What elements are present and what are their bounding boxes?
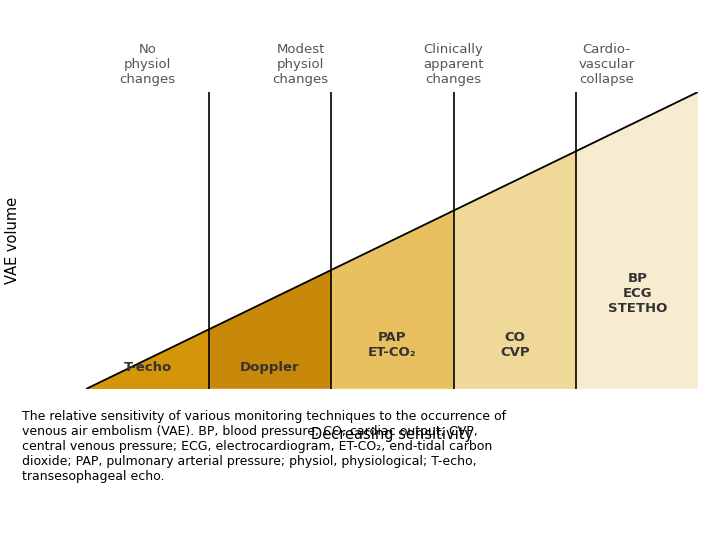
Text: Decreasing sensitivity: Decreasing sensitivity: [311, 428, 474, 442]
Polygon shape: [86, 329, 209, 389]
Text: Doppler: Doppler: [240, 361, 300, 374]
Text: Clinically
apparent
changes: Clinically apparent changes: [423, 43, 484, 86]
Text: CO
CVP: CO CVP: [500, 331, 530, 359]
Text: No
physiol
changes: No physiol changes: [120, 43, 176, 86]
Polygon shape: [209, 270, 331, 389]
Text: BP
ECG
STETHO: BP ECG STETHO: [608, 272, 667, 314]
Polygon shape: [331, 211, 454, 389]
Text: Cardio-
vascular
collapse: Cardio- vascular collapse: [579, 43, 634, 86]
Text: Modest
physiol
changes: Modest physiol changes: [273, 43, 328, 86]
Polygon shape: [454, 151, 576, 389]
Polygon shape: [576, 92, 698, 389]
Text: PAP
ET-CO₂: PAP ET-CO₂: [368, 331, 417, 359]
Text: T-echo: T-echo: [123, 361, 172, 374]
Text: VAE volume: VAE volume: [6, 197, 20, 284]
Text: The relative sensitivity of various monitoring techniques to the occurrence of
v: The relative sensitivity of various moni…: [22, 410, 505, 483]
